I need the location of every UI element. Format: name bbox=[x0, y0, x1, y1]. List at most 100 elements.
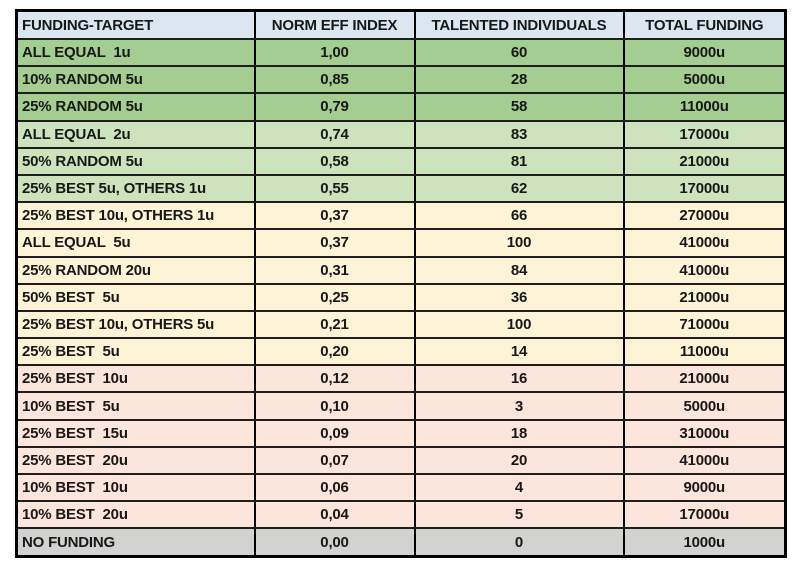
cell-14-3: 31000u bbox=[622, 418, 787, 448]
cell-7-3: 41000u bbox=[622, 228, 787, 258]
column-header-1: NORM EFF INDEX bbox=[253, 9, 416, 40]
cell-9-0: 50% BEST 5u bbox=[15, 282, 256, 312]
cell-5-2: 62 bbox=[413, 173, 625, 204]
cell-12-2: 16 bbox=[413, 364, 625, 394]
cell-12-0: 25% BEST 10u bbox=[15, 364, 256, 394]
cell-6-2: 66 bbox=[413, 201, 625, 231]
cell-5-0: 25% BEST 5u, OTHERS 1u bbox=[15, 173, 256, 204]
cell-13-1: 0,10 bbox=[253, 391, 416, 421]
funding-results-table: FUNDING-TARGET NORM EFF INDEX TALENTED IND… bbox=[15, 9, 787, 558]
table-row: 25% BEST 10u, OTHERS 5u 0,21 100 71000u bbox=[15, 309, 787, 340]
table-row: ALL EQUAL 2u 0,74 83 17000u bbox=[15, 119, 787, 149]
table-row: 25% BEST 20u 0,07 20 41000u bbox=[15, 445, 787, 476]
cell-1-1: 0,85 bbox=[253, 65, 416, 95]
cell-10-0: 25% BEST 10u, OTHERS 5u bbox=[15, 309, 256, 340]
cell-9-2: 36 bbox=[413, 282, 625, 312]
cell-7-0: ALL EQUAL 5u bbox=[15, 228, 256, 258]
cell-4-0: 50% RANDOM 5u bbox=[15, 146, 256, 176]
cell-18-1: 0,00 bbox=[253, 527, 416, 558]
cell-10-3: 71000u bbox=[622, 309, 787, 340]
cell-0-3: 9000u bbox=[622, 37, 787, 68]
cell-11-2: 14 bbox=[413, 337, 625, 367]
cell-3-1: 0,74 bbox=[253, 119, 416, 149]
cell-2-0: 25% RANDOM 5u bbox=[15, 92, 256, 122]
cell-7-1: 0,37 bbox=[253, 228, 416, 258]
cell-4-2: 81 bbox=[413, 146, 625, 176]
cell-15-2: 20 bbox=[413, 445, 625, 476]
cell-0-1: 1,00 bbox=[253, 37, 416, 68]
cell-11-3: 11000u bbox=[622, 337, 787, 367]
cell-17-1: 0,04 bbox=[253, 500, 416, 530]
table-row: ALL EQUAL 1u 1,00 60 9000u bbox=[15, 37, 787, 68]
table-row: 25% BEST 5u 0,20 14 11000u bbox=[15, 337, 787, 367]
cell-4-3: 21000u bbox=[622, 146, 787, 176]
cell-3-2: 83 bbox=[413, 119, 625, 149]
table-row: ALL EQUAL 5u 0,37 100 41000u bbox=[15, 228, 787, 258]
cell-6-0: 25% BEST 10u, OTHERS 1u bbox=[15, 201, 256, 231]
cell-12-3: 21000u bbox=[622, 364, 787, 394]
funding-results-table-container: FUNDING-TARGET NORM EFF INDEX TALENTED IND… bbox=[15, 9, 787, 558]
cell-15-3: 41000u bbox=[622, 445, 787, 476]
cell-14-2: 18 bbox=[413, 418, 625, 448]
cell-10-1: 0,21 bbox=[253, 309, 416, 340]
cell-8-0: 25% RANDOM 20u bbox=[15, 255, 256, 285]
cell-8-3: 41000u bbox=[622, 255, 787, 285]
cell-1-2: 28 bbox=[413, 65, 625, 95]
table-row: 50% RANDOM 5u 0,58 81 21000u bbox=[15, 146, 787, 176]
cell-17-0: 10% BEST 20u bbox=[15, 500, 256, 530]
table-row: 25% BEST 5u, OTHERS 1u 0,55 62 17000u bbox=[15, 173, 787, 204]
cell-16-0: 10% BEST 10u bbox=[15, 472, 256, 503]
cell-6-3: 27000u bbox=[622, 201, 787, 231]
cell-2-1: 0,79 bbox=[253, 92, 416, 122]
cell-17-2: 5 bbox=[413, 500, 625, 530]
cell-14-0: 25% BEST 15u bbox=[15, 418, 256, 448]
table-row: 25% BEST 10u, OTHERS 1u 0,37 66 27000u bbox=[15, 201, 787, 231]
cell-8-1: 0,31 bbox=[253, 255, 416, 285]
cell-13-2: 3 bbox=[413, 391, 625, 421]
table-row: 25% BEST 10u 0,12 16 21000u bbox=[15, 364, 787, 394]
cell-7-2: 100 bbox=[413, 228, 625, 258]
table-row: 10% BEST 10u 0,06 4 9000u bbox=[15, 472, 787, 503]
column-header-3: TOTAL FUNDING bbox=[622, 9, 787, 40]
cell-2-2: 58 bbox=[413, 92, 625, 122]
cell-11-0: 25% BEST 5u bbox=[15, 337, 256, 367]
cell-5-1: 0,55 bbox=[253, 173, 416, 204]
cell-16-3: 9000u bbox=[622, 472, 787, 503]
cell-15-0: 25% BEST 20u bbox=[15, 445, 256, 476]
table-row: 25% RANDOM 20u 0,31 84 41000u bbox=[15, 255, 787, 285]
cell-10-2: 100 bbox=[413, 309, 625, 340]
column-header-2: TALENTED INDIVIDUALS bbox=[413, 9, 625, 40]
cell-18-2: 0 bbox=[413, 527, 625, 558]
cell-16-2: 4 bbox=[413, 472, 625, 503]
table-row: 10% BEST 20u 0,04 5 17000u bbox=[15, 500, 787, 530]
cell-18-0: NO FUNDING bbox=[15, 527, 256, 558]
cell-14-1: 0,09 bbox=[253, 418, 416, 448]
cell-11-1: 0,20 bbox=[253, 337, 416, 367]
cell-18-3: 1000u bbox=[622, 527, 787, 558]
table-row: NO FUNDING 0,00 0 1000u bbox=[15, 527, 787, 558]
cell-0-0: ALL EQUAL 1u bbox=[15, 37, 256, 68]
cell-8-2: 84 bbox=[413, 255, 625, 285]
cell-2-3: 11000u bbox=[622, 92, 787, 122]
table-body: ALL EQUAL 1u 1,00 60 9000u 10% RANDOM 5u 0,85… bbox=[15, 37, 787, 558]
cell-13-0: 10% BEST 5u bbox=[15, 391, 256, 421]
cell-4-1: 0,58 bbox=[253, 146, 416, 176]
table-row: 10% BEST 5u 0,10 3 5000u bbox=[15, 391, 787, 421]
cell-1-3: 5000u bbox=[622, 65, 787, 95]
cell-6-1: 0,37 bbox=[253, 201, 416, 231]
cell-1-0: 10% RANDOM 5u bbox=[15, 65, 256, 95]
table-row: 50% BEST 5u 0,25 36 21000u bbox=[15, 282, 787, 312]
cell-5-3: 17000u bbox=[622, 173, 787, 204]
cell-12-1: 0,12 bbox=[253, 364, 416, 394]
table-row: 10% RANDOM 5u 0,85 28 5000u bbox=[15, 65, 787, 95]
cell-9-1: 0,25 bbox=[253, 282, 416, 312]
cell-15-1: 0,07 bbox=[253, 445, 416, 476]
cell-3-0: ALL EQUAL 2u bbox=[15, 119, 256, 149]
table-row: 25% BEST 15u 0,09 18 31000u bbox=[15, 418, 787, 448]
cell-9-3: 21000u bbox=[622, 282, 787, 312]
header-row: FUNDING-TARGET NORM EFF INDEX TALENTED IND… bbox=[15, 9, 787, 40]
cell-16-1: 0,06 bbox=[253, 472, 416, 503]
cell-0-2: 60 bbox=[413, 37, 625, 68]
cell-17-3: 17000u bbox=[622, 500, 787, 530]
cell-13-3: 5000u bbox=[622, 391, 787, 421]
